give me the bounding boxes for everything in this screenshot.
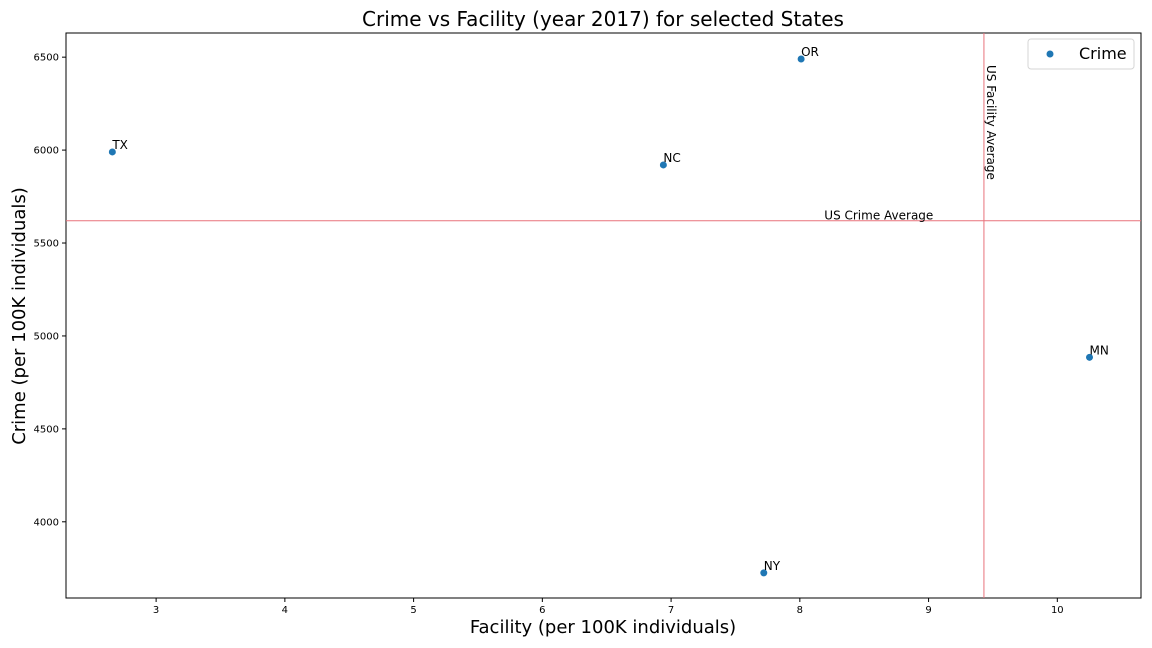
legend-box: [1027, 38, 1135, 70]
x-tick-label: 4: [282, 605, 288, 616]
x-tick-label: 10: [1051, 605, 1064, 616]
y-tick-label: 6000: [34, 146, 59, 157]
plot-area: 3 4 5 6 7 8 9 10 4000 4500 5000 5500 6000 6500 US Crim…: [34, 32, 1142, 616]
data-point-mn: [1086, 353, 1094, 361]
point-label-nc: NC: [663, 151, 680, 165]
x-tick-label: 7: [668, 605, 674, 616]
us-facility-average-label: US Facility Average: [984, 65, 998, 180]
data-point-ny: [760, 569, 768, 577]
y-tick-label: 4000: [34, 517, 59, 528]
y-tick-label: 6500: [34, 53, 59, 64]
point-label-ny: NY: [764, 559, 781, 573]
x-tick-label: 3: [153, 605, 159, 616]
x-axis-label: Facility (per 100K individuals): [470, 617, 736, 638]
data-point-or: [797, 55, 805, 63]
data-point-nc: [659, 161, 667, 169]
x-tick-label: 8: [797, 605, 803, 616]
y-tick-label: 5500: [34, 239, 59, 250]
data-point-tx: [108, 148, 116, 156]
point-label-tx: TX: [111, 138, 128, 152]
y-axis-label: Crime (per 100K individuals): [9, 187, 30, 445]
plot-frame: [65, 32, 1142, 599]
point-label-or: OR: [801, 45, 819, 59]
point-label-mn: MN: [1090, 343, 1109, 357]
y-tick-label: 4500: [34, 424, 59, 435]
x-tick-label: 9: [925, 605, 931, 616]
chart-title: Crime vs Facility (year 2017) for select…: [362, 7, 844, 31]
us-crime-average-label: US Crime Average: [824, 209, 933, 223]
legend-marker: [1046, 50, 1054, 58]
legend-label: Crime: [1079, 44, 1127, 63]
x-tick-label: 5: [410, 605, 416, 616]
y-tick-label: 5000: [34, 331, 59, 342]
x-tick-label: 6: [539, 605, 545, 616]
